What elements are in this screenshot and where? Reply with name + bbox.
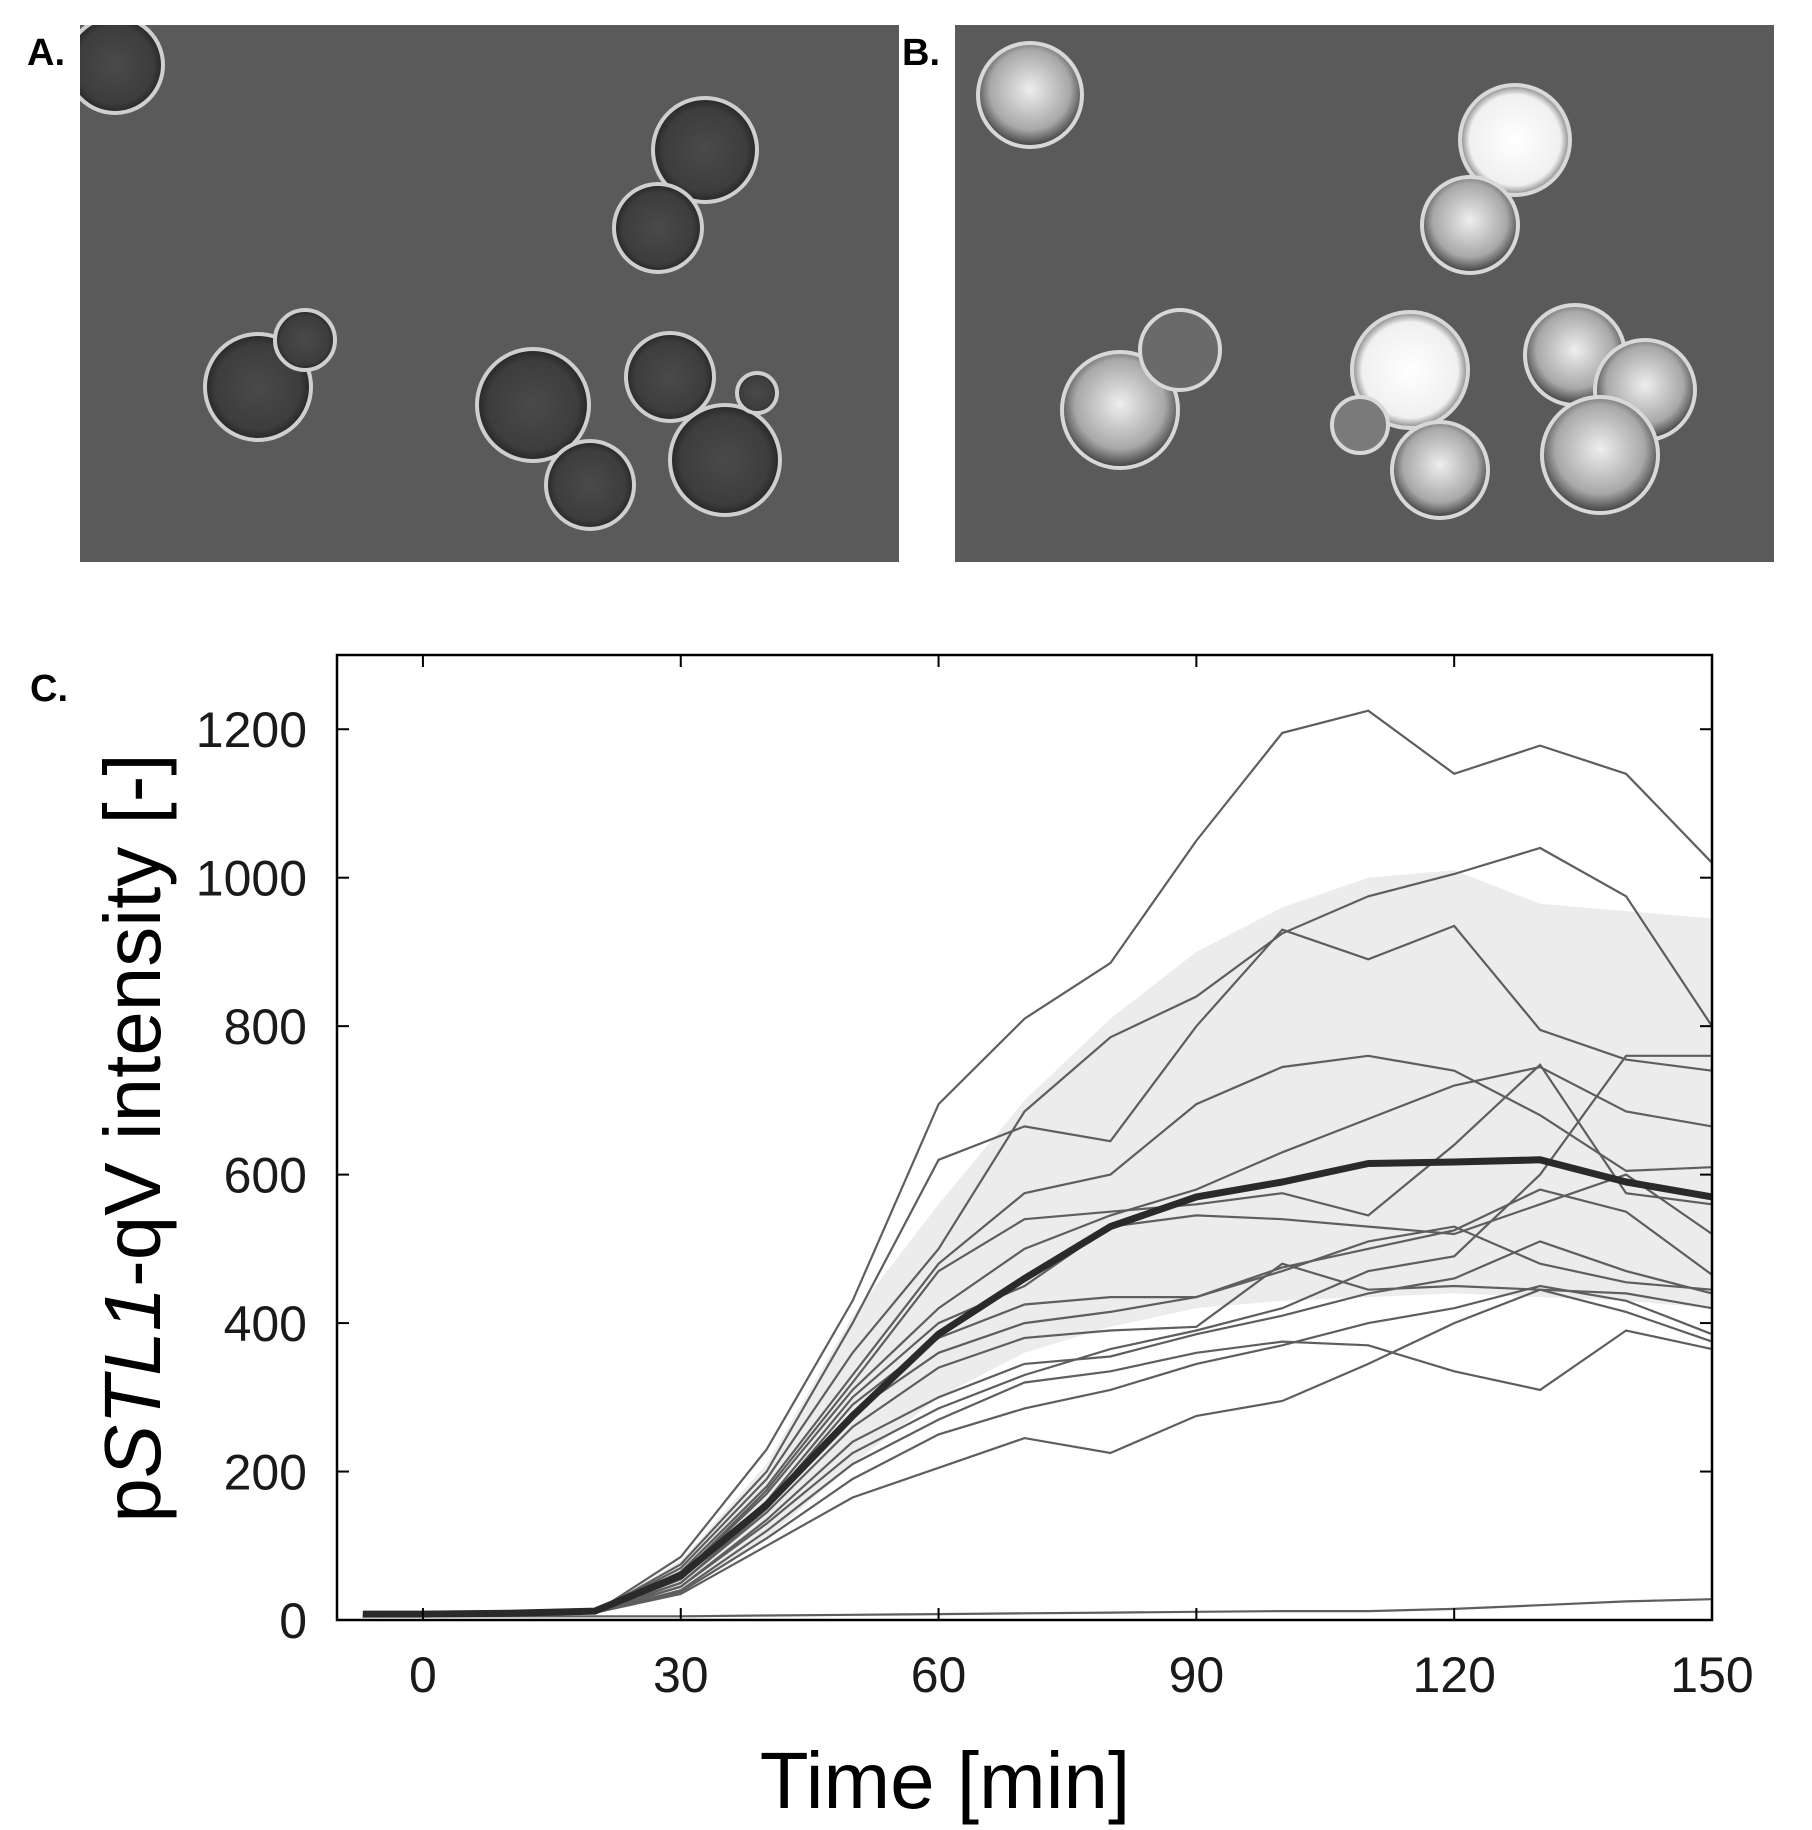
mean-line [362,1156,1713,1618]
y-tick-label: 600 [224,1148,307,1204]
y-tick-label: 1000 [196,851,307,907]
x-tick-label: 120 [1412,1647,1495,1703]
panel-c-label: C. [30,668,68,710]
yeast-cells-fluorescence-icon [976,41,1697,520]
panel-b-label: B. [902,32,940,74]
y-tick-label: 0 [279,1593,307,1649]
micrograph-brightfield [80,25,899,562]
mean-layer [362,1156,1713,1618]
y-tick-label: 400 [224,1296,307,1352]
series-line-cell-16 [362,1598,1713,1618]
micrograph-fluorescence [955,25,1774,562]
yeast-cells-brightfield-icon [80,25,782,531]
x-tick-label: 0 [409,1647,437,1703]
tick-layer: 0 30 60 90 120 150 0 200 400 600 800 1000 1200 [196,655,1754,1703]
series-line-cell-13 [362,1329,1713,1618]
y-tick-label: 800 [224,999,307,1055]
x-tick-label: 90 [1169,1647,1225,1703]
plot-frame [335,653,1714,1622]
y-tick-label: 1200 [196,702,307,758]
x-tick-label: 60 [911,1647,967,1703]
x-axis-title: Time [min] [760,1736,1130,1825]
y-axis-title: pSTL1-qV intensity [-] [88,753,177,1522]
y-tick-label: 200 [224,1445,307,1501]
x-tick-label: 30 [653,1647,709,1703]
x-tick-label: 150 [1670,1647,1753,1703]
panel-a-label: A. [27,32,65,74]
